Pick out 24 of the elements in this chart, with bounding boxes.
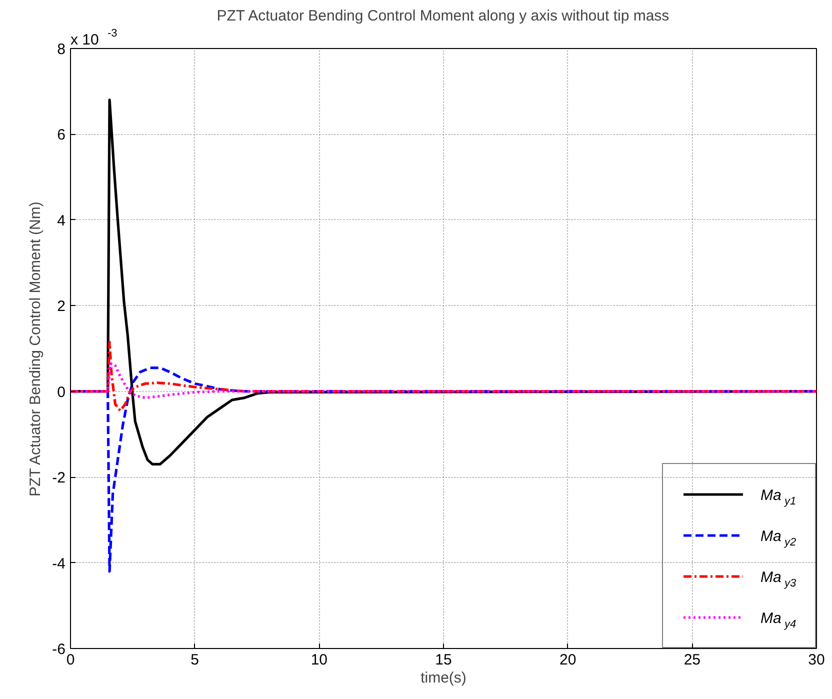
y-tick-label: 6	[57, 126, 66, 144]
x-tick-label: 25	[684, 652, 701, 668]
line-series	[70, 362, 816, 400]
x-tick-label: 20	[559, 652, 576, 668]
x-tick-label: 30	[808, 652, 825, 668]
y-tick-label: 0	[57, 384, 66, 401]
x-tick-label: 5	[190, 652, 200, 668]
chart-title: PZT Actuator Bending Control Moment along y axis without tip mass	[216, 8, 670, 24]
x-axis-title: time(s)	[420, 670, 466, 686]
y-tick-label: -2	[52, 470, 66, 487]
y-tick-label: -6	[52, 641, 66, 658]
line-series	[70, 340, 816, 412]
x-tick-label: 10	[310, 652, 328, 668]
legend-label: May4	[760, 610, 796, 630]
y-tick-label: 4	[57, 212, 66, 230]
y-tick-label: 8	[57, 41, 66, 58]
legend-label: May1	[760, 487, 796, 508]
legend-label: May2	[760, 528, 796, 548]
legend-label: May3	[760, 569, 797, 590]
y-tick-label: -4	[52, 555, 66, 572]
y-tick-label: 2	[57, 298, 66, 316]
annotation: x 10-3	[70, 28, 118, 48]
x-tick-label: 15	[435, 652, 452, 668]
y-axis-title: PZT Actuator Bending Control Moment (Nm)	[27, 202, 44, 496]
